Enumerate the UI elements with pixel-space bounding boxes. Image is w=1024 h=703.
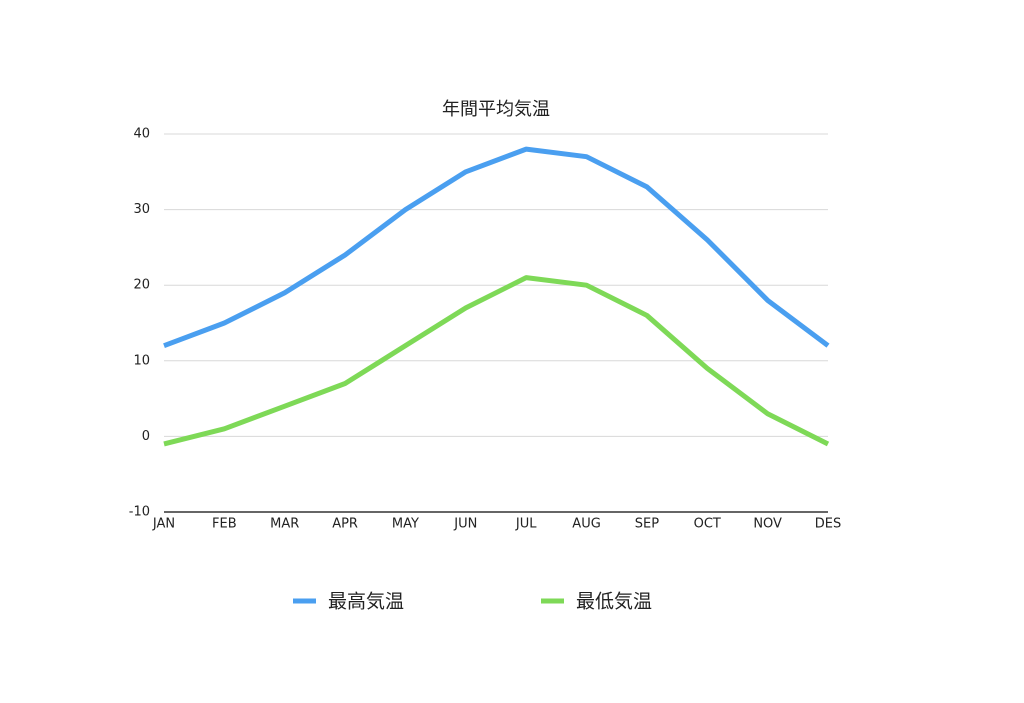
y-tick-label: 40 [133, 127, 150, 142]
x-tick-label: DES [815, 517, 841, 532]
series-line [163, 146, 830, 349]
y-tick-label: 30 [133, 202, 150, 217]
x-tick-label: MAY [392, 517, 419, 532]
y-tick-label: 10 [133, 353, 150, 368]
legend-label: 最高気温 [328, 591, 404, 613]
legend-label: 最低気温 [576, 591, 652, 613]
x-tick-label: OCT [694, 517, 721, 532]
series-line [163, 275, 830, 447]
y-tick-label: 20 [133, 278, 150, 293]
y-tick-label: 0 [142, 429, 150, 444]
chart-title: 年間平均気温 [442, 99, 550, 120]
x-tick-label: SEP [635, 517, 659, 532]
x-tick-label: MAR [270, 517, 299, 532]
x-tick-label: AUG [572, 517, 600, 532]
x-tick-label: NOV [753, 517, 782, 532]
x-tick-label: FEB [212, 517, 237, 532]
x-tick-label: JAN [152, 517, 175, 532]
y-tick-label: -10 [129, 505, 150, 520]
x-tick-label: JUN [453, 517, 477, 532]
x-tick-label: APR [332, 517, 358, 532]
x-tick-label: JUL [515, 517, 537, 532]
